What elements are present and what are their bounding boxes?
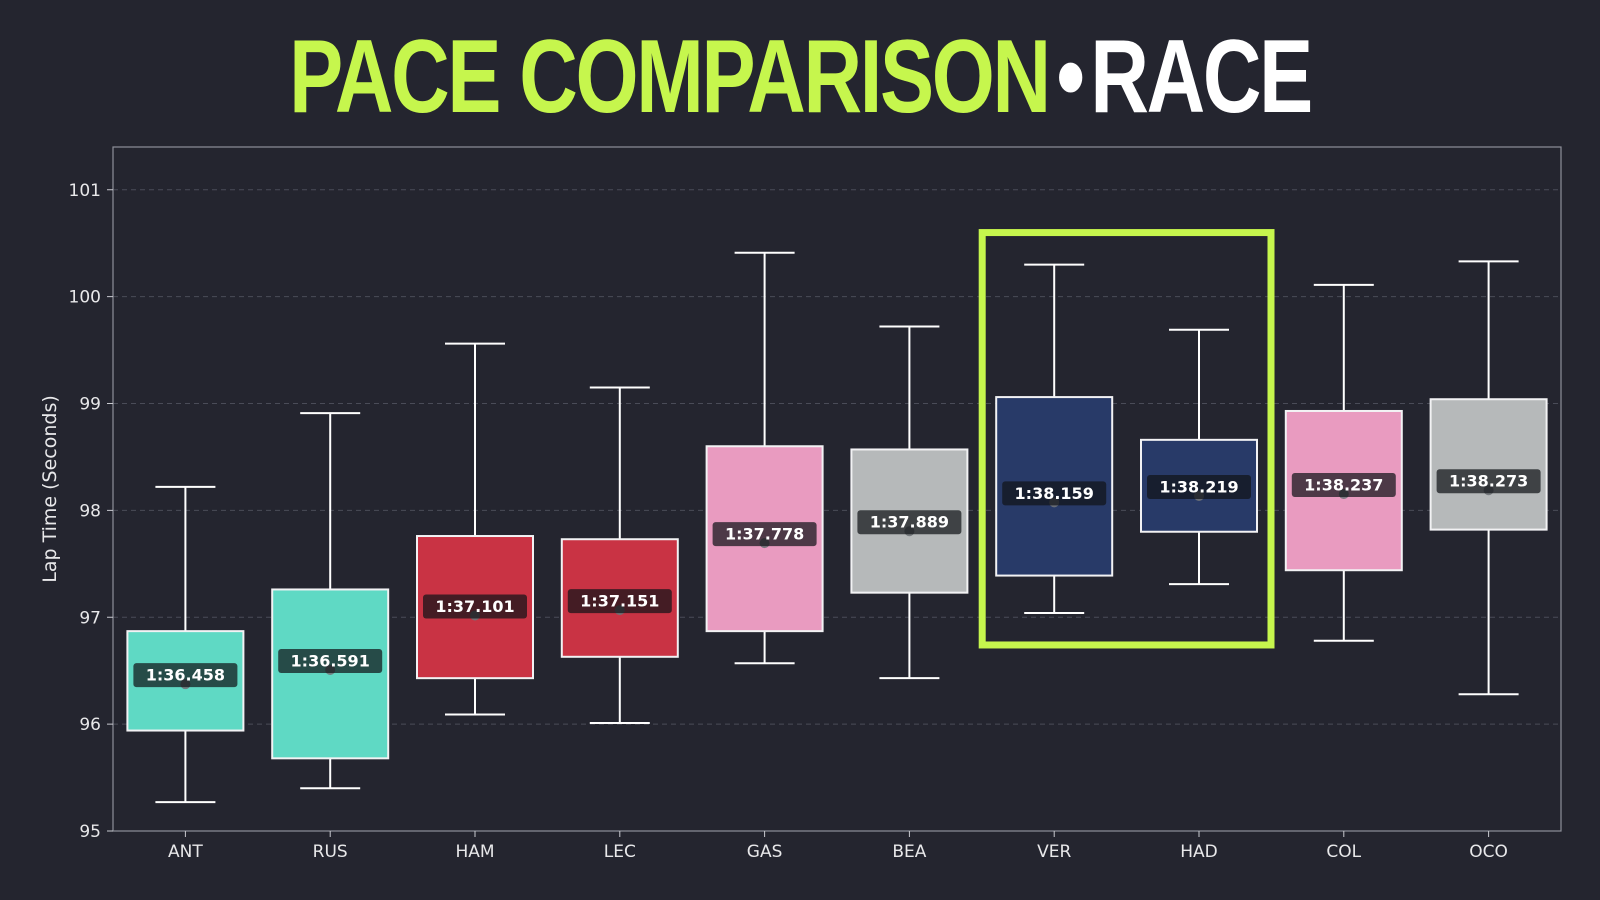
box-col: 1:38.237 xyxy=(1284,283,1403,642)
median-label: 1:38.273 xyxy=(1449,472,1528,491)
box-oco: 1:38.273 xyxy=(1429,260,1548,696)
x-tick-label: ANT xyxy=(168,842,203,862)
box-had: 1:38.219 xyxy=(1140,328,1258,586)
y-axis-title: Lap Time (Seconds) xyxy=(39,395,61,583)
median-label: 1:36.458 xyxy=(146,666,225,685)
median-label-bg xyxy=(278,648,383,673)
box-bea: 1:37.889 xyxy=(850,325,969,680)
median-label: 1:38.237 xyxy=(1304,476,1383,495)
median-label: 1:37.778 xyxy=(725,525,804,544)
x-tick-label: COL xyxy=(1326,842,1361,862)
chart-title: PACE COMPARISON•RACE xyxy=(176,18,1424,137)
highlight-group xyxy=(978,229,1275,649)
title-main: PACE COMPARISON xyxy=(289,19,1051,135)
median-label: 1:37.889 xyxy=(870,513,949,532)
median-label-bg xyxy=(1147,474,1251,499)
x-tick-label: BEA xyxy=(892,842,926,862)
y-tick-label: 99 xyxy=(79,395,101,415)
y-tick-label: 96 xyxy=(79,715,101,735)
x-tick-label: OCO xyxy=(1469,842,1508,862)
median-label-bg xyxy=(857,510,962,535)
median-label-bg xyxy=(423,594,527,619)
y-axis-ticks: 95 96 97 98 99 100 101 xyxy=(69,181,113,842)
highlight-box xyxy=(978,229,1275,649)
box-ant: 1:36.458 xyxy=(126,485,245,804)
median-label-bg xyxy=(1291,473,1396,498)
x-tick-label: HAM xyxy=(455,842,494,862)
x-axis-ticks: ANT RUS HAM LEC GAS BEA VER HAD COL OCO xyxy=(168,831,1508,862)
box-lec: 1:37.151 xyxy=(560,386,679,725)
y-tick-label: 98 xyxy=(79,501,101,521)
box-ver: 1:38.159 xyxy=(995,263,1114,614)
median-label-bg xyxy=(1436,469,1541,494)
median-label-bg xyxy=(133,663,238,688)
x-tick-label: GAS xyxy=(747,842,783,862)
box-series: 1:36.458 1:36.591 1:37.101 1:37.151 1:37.778… xyxy=(126,251,1548,804)
median-label: 1:37.151 xyxy=(580,592,659,611)
y-tick-label: 101 xyxy=(69,181,101,201)
median-label: 1:36.591 xyxy=(291,651,370,670)
plot-frame xyxy=(112,146,1562,832)
median-label: 1:38.159 xyxy=(1015,484,1094,503)
median-label: 1:38.219 xyxy=(1159,477,1238,496)
grid-lines xyxy=(113,189,1561,832)
x-tick-label: HAD xyxy=(1180,842,1218,862)
y-tick-label: 100 xyxy=(69,288,101,308)
box-gas: 1:37.778 xyxy=(705,251,824,665)
box-iqr xyxy=(1429,398,1548,531)
x-tick-label: VER xyxy=(1037,842,1071,862)
title-sub: RACE xyxy=(1090,19,1313,135)
x-tick-label: LEC xyxy=(604,842,636,862)
median-label: 1:37.101 xyxy=(435,597,514,616)
x-tick-label: RUS xyxy=(313,842,348,862)
box-rus: 1:36.591 xyxy=(271,412,390,790)
title-separator: • xyxy=(1056,19,1085,135)
y-tick-label: 95 xyxy=(79,822,101,842)
median-label-bg xyxy=(1002,481,1107,506)
box-ham: 1:37.101 xyxy=(416,342,534,716)
y-tick-label: 97 xyxy=(79,608,101,628)
median-label-bg xyxy=(712,522,817,547)
median-label-bg xyxy=(567,589,672,614)
